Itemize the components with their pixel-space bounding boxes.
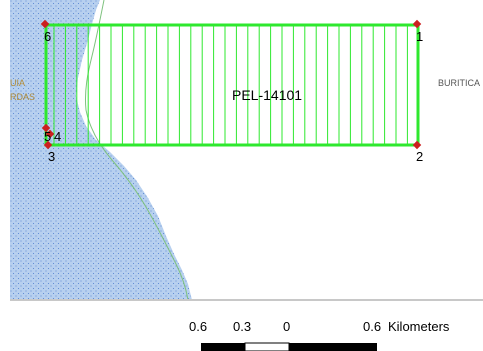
water-body xyxy=(10,0,192,300)
vertex-1-label: 1 xyxy=(416,29,423,44)
place-label-left-top: UIA xyxy=(10,78,25,88)
vertex-3-marker[interactable] xyxy=(43,140,53,150)
scale-bar: 0.6 0.3 0 0.6 Kilometers xyxy=(189,319,450,351)
vertex-6-label: 6 xyxy=(44,29,51,44)
vertex-5-label: 5 xyxy=(44,129,51,144)
scale-segment-3 xyxy=(289,343,377,351)
vertex-5-marker[interactable] xyxy=(41,123,51,133)
scale-tick-label-1: 0.3 xyxy=(233,319,251,334)
scale-tick-label-2: 0 xyxy=(283,319,290,334)
vertex-4-marker[interactable] xyxy=(45,129,55,139)
place-label-right: BURITICA xyxy=(438,78,480,88)
vertex-2-marker[interactable] xyxy=(412,140,422,150)
scale-tick-label-3: 0.6 xyxy=(363,319,381,334)
scale-units-label: Kilometers xyxy=(388,319,450,334)
scale-segment-2 xyxy=(244,342,290,351)
parcel-label: PEL-14101 xyxy=(232,87,302,103)
place-label-left-bottom: RDAS xyxy=(10,92,35,102)
vertex-4-label: 4 xyxy=(54,129,61,144)
vertex-2-label: 2 xyxy=(416,149,423,164)
scale-segment-1 xyxy=(201,343,245,351)
trail-line xyxy=(85,0,189,301)
vertex-3-label: 3 xyxy=(48,149,55,164)
vertex-6-marker[interactable] xyxy=(40,19,50,29)
vertex-1-marker[interactable] xyxy=(412,19,422,29)
parcel-outline[interactable] xyxy=(44,23,420,147)
parcel-vertices xyxy=(40,19,422,150)
parcel-hatch xyxy=(53,25,408,145)
scale-tick-label-0: 0.6 xyxy=(189,319,207,334)
